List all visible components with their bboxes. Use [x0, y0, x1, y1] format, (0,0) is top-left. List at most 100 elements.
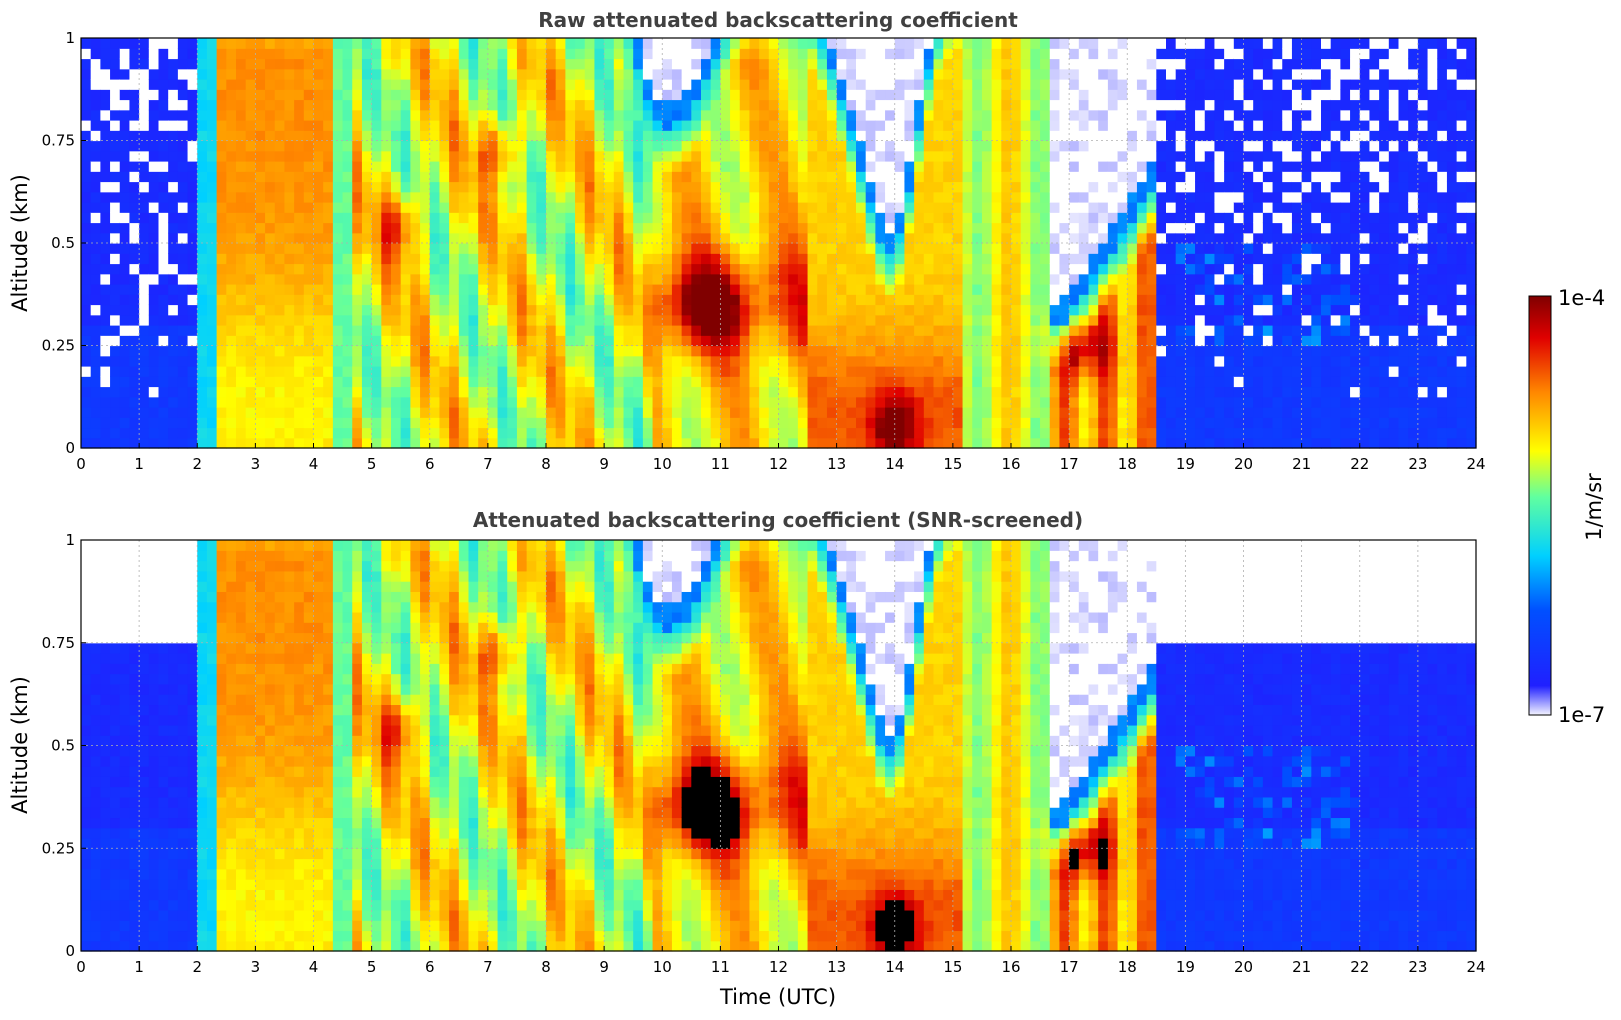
heatmap-cell — [904, 273, 915, 285]
heatmap-cell — [342, 130, 353, 142]
heatmap-cell — [1262, 202, 1274, 213]
heatmap-cell — [187, 294, 198, 306]
heatmap-cell — [991, 202, 1002, 213]
heatmap-cell — [749, 243, 760, 254]
heatmap-cell — [652, 99, 663, 111]
heatmap-cell — [1088, 396, 1099, 408]
heatmap-cell — [303, 181, 315, 193]
heatmap-cell — [468, 48, 479, 60]
heatmap-cell — [826, 89, 838, 101]
heatmap-cell — [701, 294, 712, 306]
heatmap-cell — [1214, 417, 1225, 429]
heatmap-cell — [885, 38, 896, 49]
heatmap-cell — [594, 140, 605, 152]
heatmap-cell — [662, 273, 673, 285]
heatmap-cell — [691, 396, 702, 408]
heatmap-cell — [701, 325, 712, 336]
heatmap-cell — [206, 161, 218, 172]
heatmap-cell — [265, 345, 276, 357]
heatmap-cell — [110, 109, 121, 121]
heatmap-cell — [1204, 212, 1216, 224]
heatmap-cell — [1156, 345, 1167, 357]
heatmap-cell — [313, 253, 324, 265]
heatmap-cell — [701, 130, 712, 142]
heatmap-cell — [613, 120, 625, 131]
heatmap-cell — [1146, 120, 1157, 131]
heatmap-cell — [584, 89, 596, 101]
heatmap-cell — [255, 150, 266, 162]
heatmap-cell — [739, 120, 751, 131]
heatmap-cell — [265, 263, 276, 275]
heatmap-cell — [274, 140, 286, 152]
heatmap-cell — [381, 407, 392, 418]
heatmap-cell — [778, 120, 789, 131]
heatmap-cell — [623, 181, 634, 193]
heatmap-cell — [604, 120, 615, 131]
heatmap-cell — [226, 417, 237, 429]
heatmap-cell — [478, 253, 489, 265]
heatmap-cell — [671, 150, 683, 162]
heatmap-cell — [90, 243, 101, 254]
heatmap-cell — [1030, 314, 1041, 326]
heatmap-cell — [962, 253, 973, 265]
heatmap-cell — [613, 263, 625, 275]
heatmap-cell — [487, 386, 499, 398]
heatmap-cell — [410, 335, 421, 347]
heatmap-cell — [1243, 140, 1254, 152]
heatmap-cell — [914, 79, 925, 90]
heatmap-cell — [400, 232, 411, 244]
heatmap-cell — [1127, 366, 1138, 377]
heatmap-cell — [342, 386, 353, 398]
heatmap-cell — [681, 386, 692, 398]
heatmap-cell — [1233, 212, 1245, 224]
heatmap-cell — [826, 417, 838, 429]
heatmap-cell — [807, 89, 818, 101]
heatmap-cell — [303, 120, 315, 131]
heatmap-cell — [768, 427, 780, 439]
heatmap-cell — [371, 396, 382, 408]
heatmap-cell — [826, 48, 838, 60]
heatmap-cell — [991, 120, 1002, 131]
heatmap-cell — [1059, 396, 1070, 408]
heatmap-cell — [497, 417, 508, 429]
heatmap-cell — [313, 355, 324, 367]
heatmap-cell — [148, 191, 160, 203]
heatmap-cell — [952, 140, 964, 152]
heatmap-cell — [90, 437, 101, 449]
heatmap-cell — [342, 325, 353, 336]
heatmap-cell — [265, 48, 276, 60]
heatmap-cell — [265, 314, 276, 326]
heatmap-cell — [1253, 396, 1264, 408]
heatmap-cell — [701, 386, 712, 398]
heatmap-cell — [865, 386, 876, 398]
heatmap-cell — [923, 243, 935, 254]
heatmap-cell — [507, 243, 518, 254]
heatmap-cell — [1195, 181, 1206, 193]
heatmap-cell — [1098, 335, 1109, 347]
heatmap-cell — [1195, 284, 1206, 295]
heatmap-cell — [323, 212, 334, 224]
heatmap-cell — [381, 345, 392, 357]
heatmap-cell — [371, 314, 382, 326]
heatmap-cell — [323, 181, 334, 193]
heatmap-cell — [691, 345, 702, 357]
heatmap-cell — [555, 89, 566, 101]
heatmap-cell — [652, 79, 663, 90]
heatmap-cell — [1107, 181, 1119, 193]
heatmap-cell — [410, 140, 421, 152]
heatmap-cell — [332, 58, 344, 70]
heatmap-cell — [1272, 120, 1283, 131]
heatmap-cell — [720, 140, 731, 152]
heatmap-cell — [536, 427, 547, 439]
heatmap-cell — [613, 202, 625, 213]
heatmap-cell — [226, 58, 237, 70]
heatmap-cell — [1243, 407, 1254, 418]
heatmap-cell — [1088, 314, 1099, 326]
heatmap-cell — [1282, 284, 1293, 295]
heatmap-cell — [342, 89, 353, 101]
heatmap-cell — [478, 232, 489, 244]
heatmap-cell — [836, 396, 847, 408]
heatmap-cell — [546, 161, 557, 172]
heatmap-cell — [110, 212, 121, 224]
heatmap-cell — [400, 109, 411, 121]
